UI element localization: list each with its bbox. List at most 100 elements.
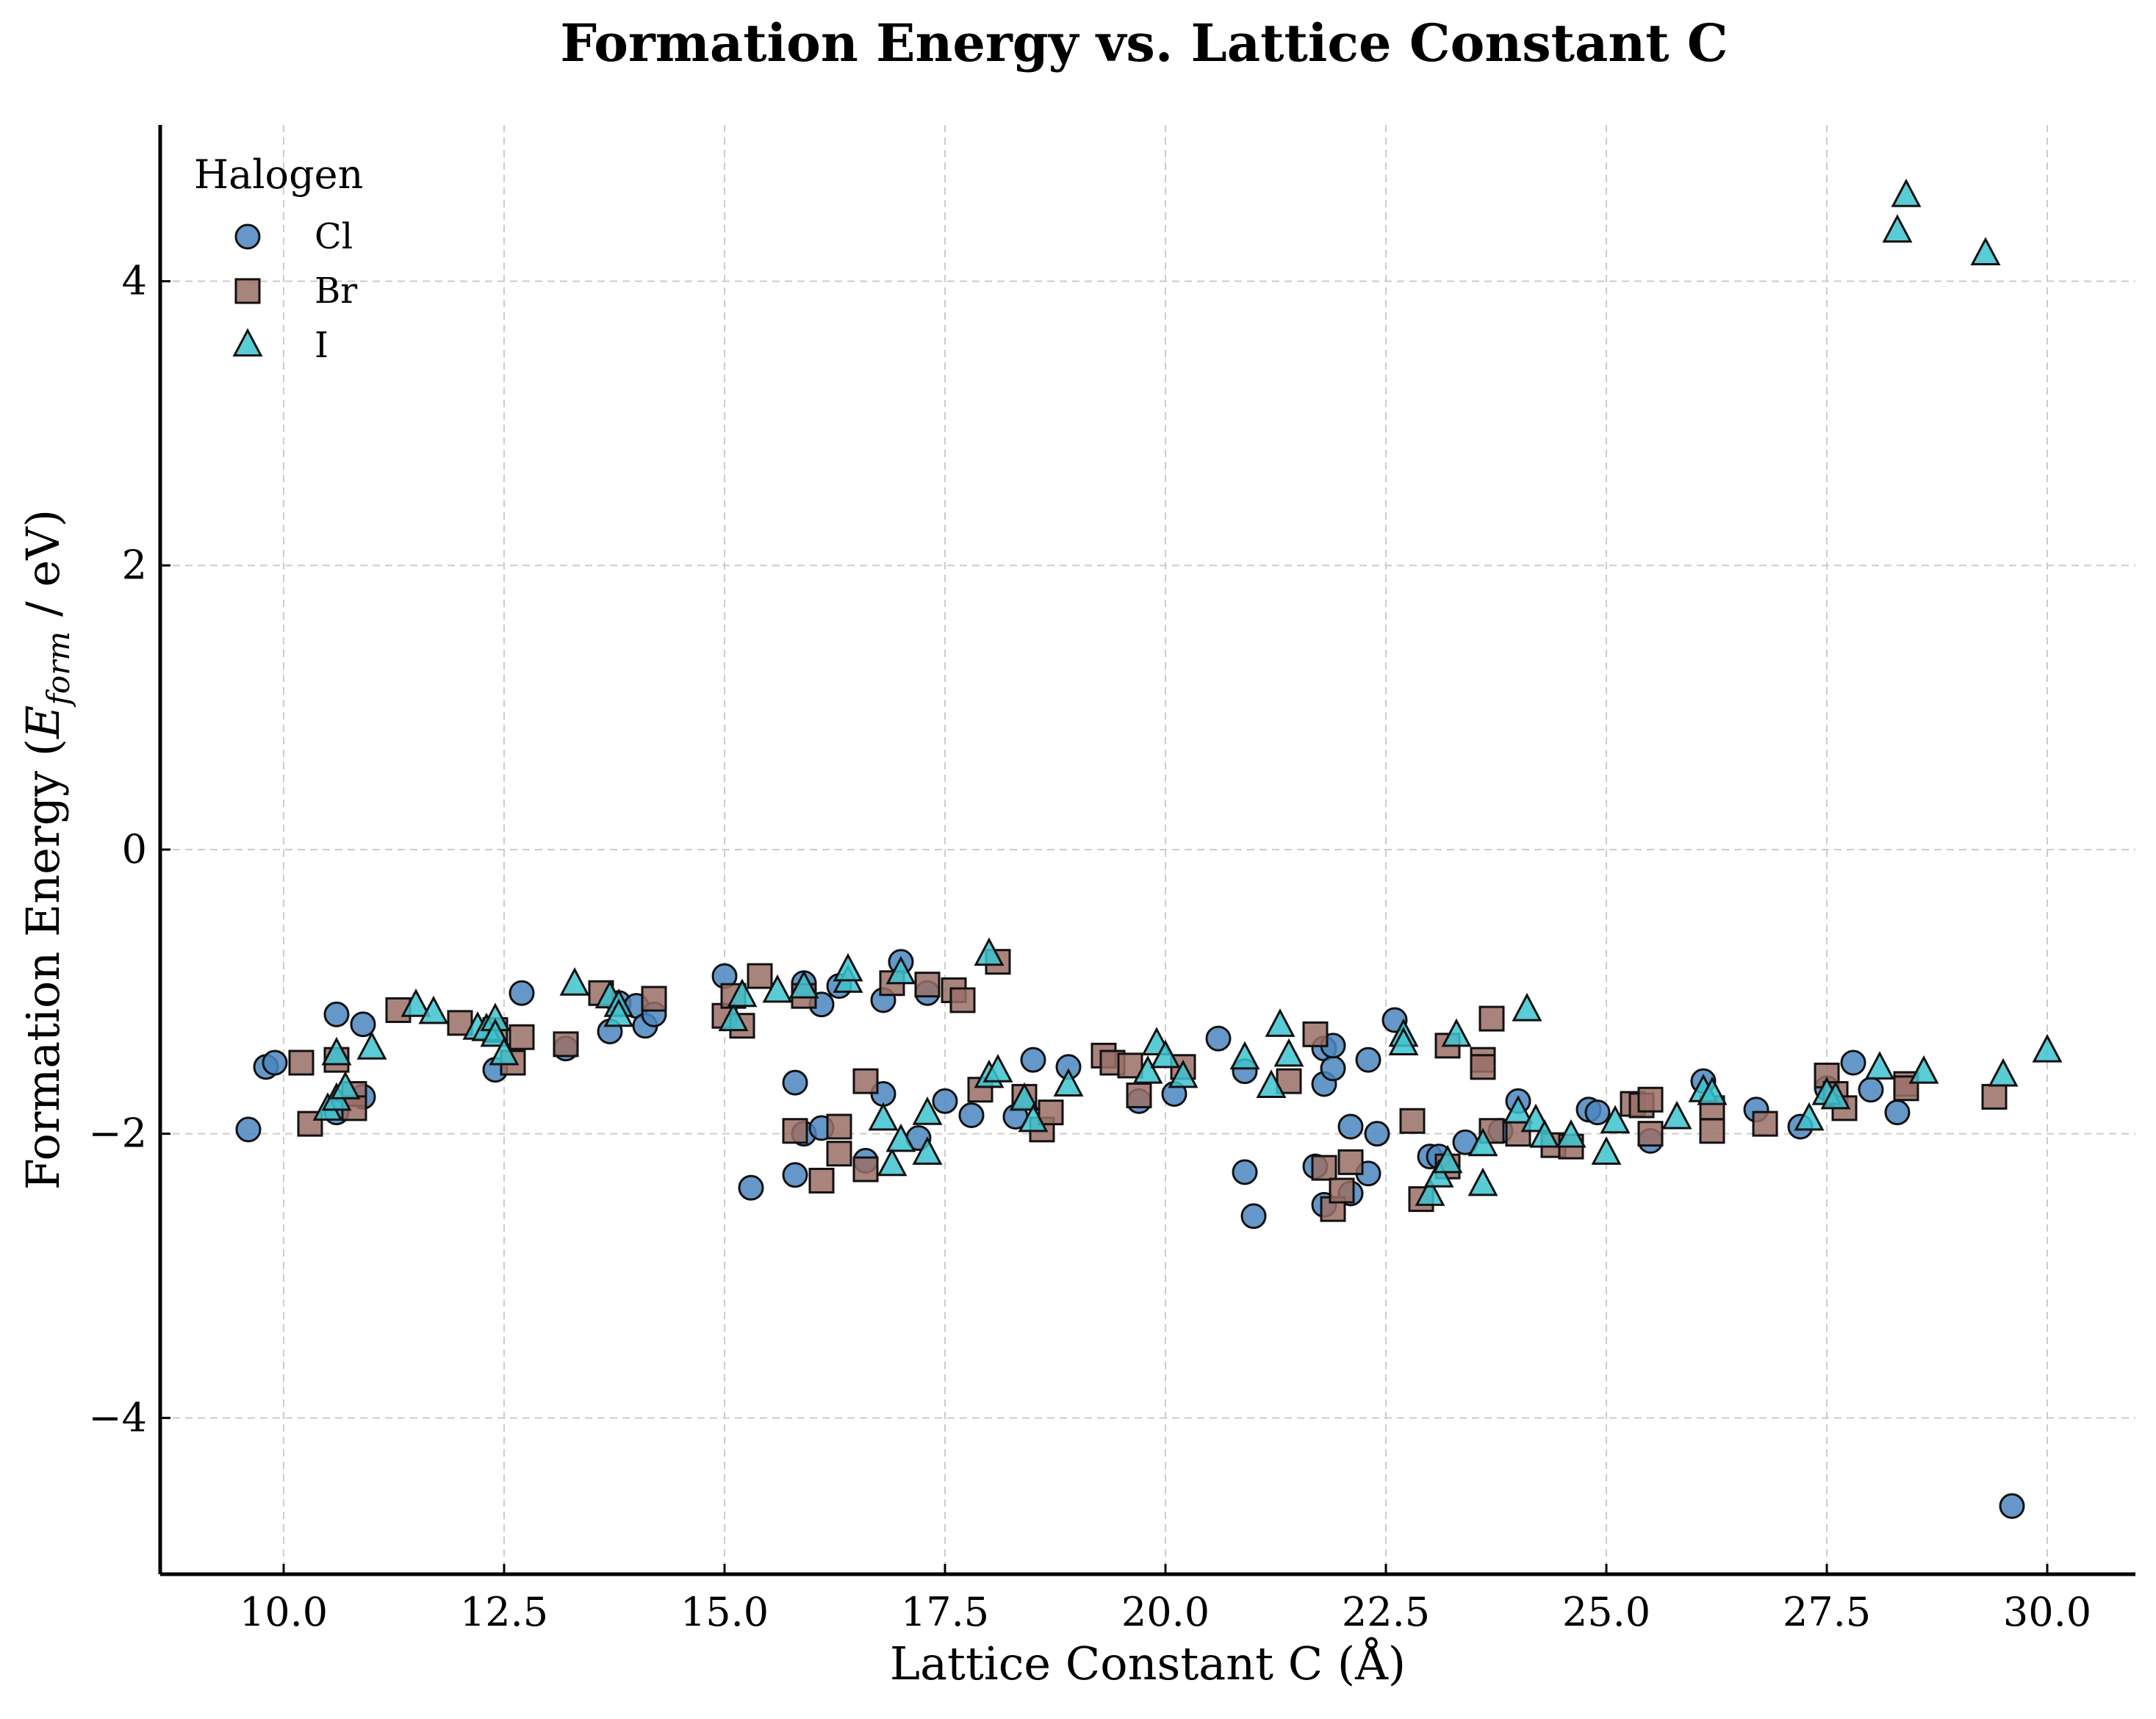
y-tick-label: 0 xyxy=(122,826,147,872)
x-tick-label: 10.0 xyxy=(240,1589,328,1635)
data-point-br xyxy=(1302,1021,1329,1047)
data-point-br xyxy=(1637,1121,1664,1147)
data-point-i xyxy=(1423,1159,1454,1188)
data-point-cl xyxy=(350,1011,376,1038)
data-point-i xyxy=(1661,1100,1692,1130)
data-point-br xyxy=(1126,1082,1152,1108)
data-point-cl xyxy=(1355,1047,1381,1073)
axis-ticks: 10.0 12.5 15.0 17.5 20.0 22.5 25.0 27.5 30.0 −4 −2… xyxy=(88,258,2091,1635)
legend-items: Cl Br I xyxy=(232,216,357,366)
legend-title: Halogen xyxy=(194,151,363,198)
data-point-i xyxy=(982,1053,1013,1083)
data-point-br xyxy=(641,986,667,1012)
legend-label-i: I xyxy=(315,325,328,366)
data-point-i xyxy=(1256,1069,1287,1098)
chart-title: Formation Energy vs. Lattice Constant C xyxy=(560,12,1728,73)
data-point-i xyxy=(1018,1103,1049,1133)
x-tick-label: 30.0 xyxy=(2003,1589,2091,1635)
y-axis-label: Formation Energy (Eform / eV) xyxy=(16,509,76,1190)
x-tick-label: 27.5 xyxy=(1783,1589,1871,1635)
y-tick-label: −4 xyxy=(88,1394,147,1440)
x-tick-label: 15.0 xyxy=(680,1589,769,1635)
data-point-i xyxy=(1415,1177,1445,1206)
data-point-cl xyxy=(235,1116,262,1143)
data-point-br xyxy=(1981,1083,2008,1110)
data-point-cl xyxy=(782,1069,808,1096)
legend-marker-cl xyxy=(234,223,261,250)
data-point-i xyxy=(1600,1105,1631,1134)
data-point-i xyxy=(885,1123,916,1152)
data-point-i xyxy=(1970,237,2001,266)
legend-marker-i xyxy=(232,328,263,357)
data-points xyxy=(235,179,2063,1519)
data-point-cl xyxy=(782,1162,808,1188)
data-point-br xyxy=(914,972,941,998)
data-point-i xyxy=(718,1002,749,1032)
data-point-i xyxy=(1467,1167,1498,1196)
legend: Halogen Cl Br I xyxy=(194,151,363,366)
data-point-i xyxy=(1988,1058,2019,1087)
data-point-i xyxy=(1053,1068,1084,1097)
data-point-i xyxy=(1591,1136,1622,1165)
data-point-i xyxy=(727,978,758,1008)
y-axis-label-suffix: / eV) xyxy=(16,509,70,631)
data-point-i xyxy=(912,1136,943,1165)
data-point-i xyxy=(559,967,590,996)
data-point-br xyxy=(1337,1149,1364,1175)
data-point-br xyxy=(808,1167,835,1194)
data-point-i xyxy=(603,998,634,1027)
data-point-br xyxy=(782,1118,808,1144)
legend-label-br: Br xyxy=(315,270,357,312)
data-point-i xyxy=(1009,1082,1040,1111)
data-point-cl xyxy=(1364,1121,1390,1147)
data-point-br xyxy=(747,963,773,989)
y-axis-label-prefix: Formation Energy ( xyxy=(16,739,70,1190)
data-point-cl xyxy=(1884,1099,1911,1126)
data-point-cl xyxy=(1232,1159,1258,1185)
data-point-i xyxy=(400,988,431,1017)
x-tick-label: 25.0 xyxy=(1562,1589,1650,1635)
data-point-i xyxy=(1512,992,1542,1022)
data-point-cl xyxy=(509,980,535,1006)
data-point-cl xyxy=(958,1102,985,1129)
data-point-i xyxy=(1503,1095,1534,1124)
data-point-i xyxy=(1441,1018,1472,1047)
data-point-i xyxy=(1432,1144,1463,1174)
data-point-cl xyxy=(932,1088,958,1114)
data-point-i xyxy=(1820,1080,1851,1110)
series-i xyxy=(312,179,2063,1206)
data-point-cl xyxy=(1020,1047,1046,1073)
data-point-i xyxy=(877,1147,908,1177)
data-point-i xyxy=(974,937,1005,966)
data-point-i xyxy=(418,995,449,1024)
data-point-i xyxy=(356,1031,387,1060)
data-point-br xyxy=(852,1068,879,1094)
data-point-i xyxy=(1388,1027,1419,1055)
x-axis-label: Lattice Constant C (Å) xyxy=(890,1637,1406,1690)
data-point-cl xyxy=(1858,1077,1884,1103)
data-point-i xyxy=(912,1096,943,1125)
data-point-br xyxy=(826,1141,852,1167)
x-tick-label: 17.5 xyxy=(901,1589,989,1635)
x-tick-label: 20.0 xyxy=(1121,1589,1210,1635)
data-point-cl xyxy=(738,1174,764,1201)
legend-marker-br xyxy=(234,278,261,304)
data-point-i xyxy=(480,1018,511,1047)
y-tick-label: 4 xyxy=(122,258,147,304)
data-point-i xyxy=(321,1036,352,1066)
data-point-cl xyxy=(1320,1055,1346,1082)
data-point-br xyxy=(553,1031,579,1058)
data-point-i xyxy=(1168,1059,1199,1088)
data-point-br xyxy=(297,1110,323,1137)
data-point-i xyxy=(1882,214,1913,243)
data-point-cl xyxy=(1240,1203,1267,1230)
data-point-i xyxy=(1265,1008,1296,1037)
x-tick-label: 12.5 xyxy=(460,1589,548,1635)
data-point-i xyxy=(788,969,819,999)
data-point-cl xyxy=(1999,1493,2025,1519)
data-point-br xyxy=(1399,1108,1426,1134)
data-point-i xyxy=(1908,1055,1939,1084)
y-tick-label: 2 xyxy=(122,542,147,588)
